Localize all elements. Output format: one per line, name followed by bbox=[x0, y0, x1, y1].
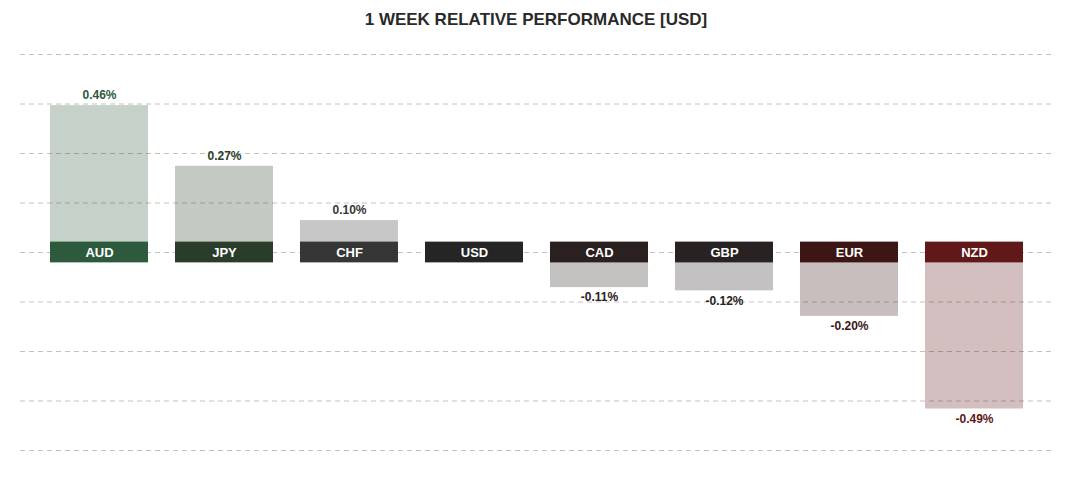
svg-text:EUR: EUR bbox=[836, 245, 864, 260]
svg-text:CAD: CAD bbox=[585, 245, 613, 260]
svg-text:USD: USD bbox=[461, 245, 488, 260]
html-text:1 WEEK RELATIVE PERFORMANCE [U: 1 WEEK RELATIVE PERFORMANCE [USD] bbox=[364, 10, 708, 29]
svg-text:0.27%: 0.27% bbox=[207, 149, 241, 163]
svg-text:-0.11%: -0.11% bbox=[581, 290, 619, 304]
svg-text:JPY: JPY bbox=[212, 245, 237, 260]
svg-text:0.46%: 0.46% bbox=[82, 88, 116, 102]
svg-text:-0.12%: -0.12% bbox=[705, 294, 743, 308]
svg-text:-0.49%: -0.49% bbox=[955, 412, 993, 426]
svg-text:CHF: CHF bbox=[336, 245, 363, 260]
svg-text:0.10%: 0.10% bbox=[332, 203, 366, 217]
svg-text:AUD: AUD bbox=[85, 245, 113, 260]
svg-text:NZD: NZD bbox=[961, 245, 988, 260]
svg-text:-0.20%: -0.20% bbox=[830, 319, 868, 333]
svg-text:GBP: GBP bbox=[710, 245, 739, 260]
